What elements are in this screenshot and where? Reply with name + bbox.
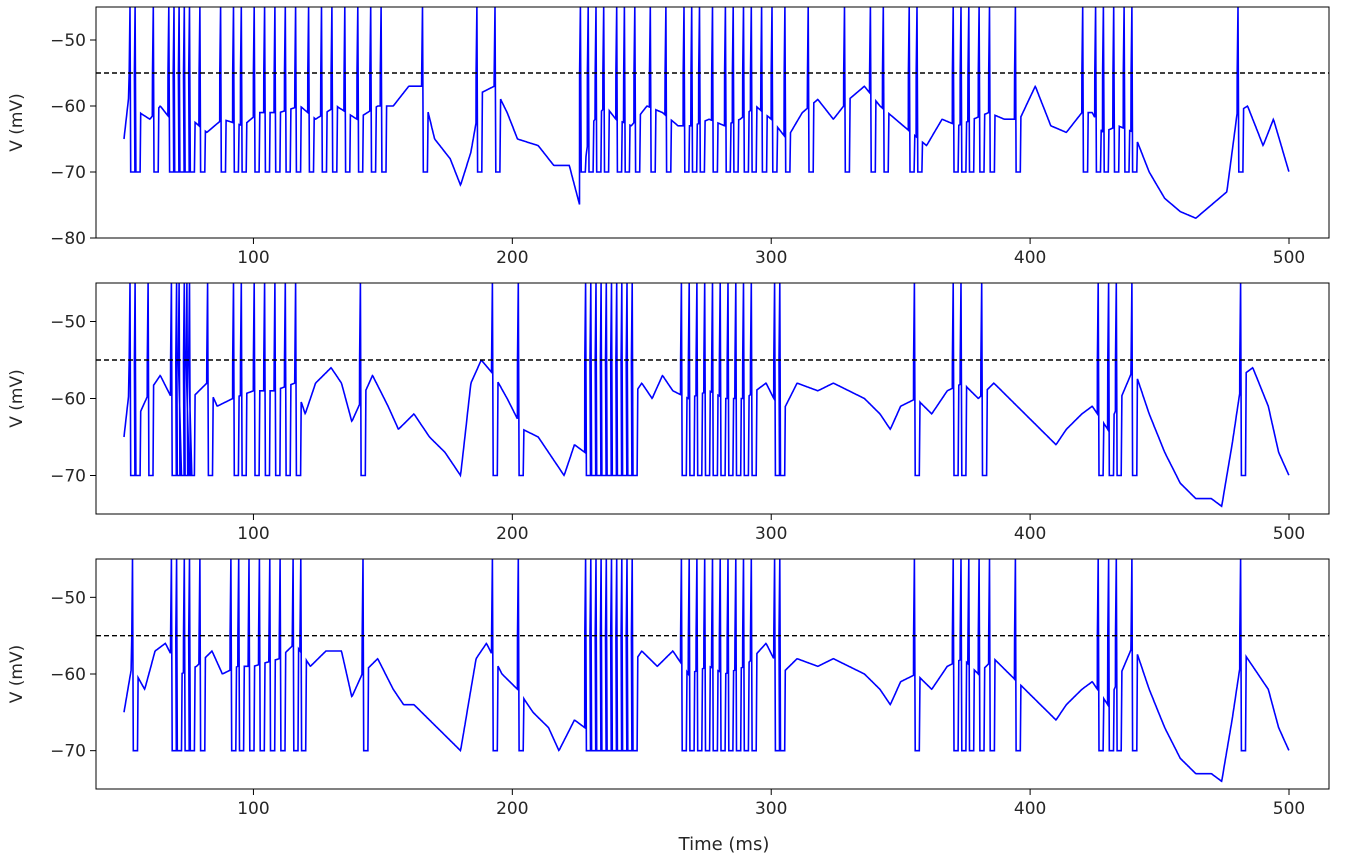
voltage-trace <box>123 282 1290 508</box>
x-tick-label: 100 <box>237 248 269 268</box>
y-tick-label: −80 <box>50 229 86 249</box>
x-tick-label: 200 <box>496 248 528 268</box>
axes-frame <box>95 6 1330 239</box>
y-axis-label: V (mV) <box>7 369 27 428</box>
y-tick-label: −60 <box>50 390 86 410</box>
y-tick-label: −70 <box>50 163 86 183</box>
x-tick-label: 100 <box>237 524 269 544</box>
y-tick-label: −50 <box>50 31 86 51</box>
panel-3: 100 200 300 400 500 −50 −60 −70 V (mV) <box>7 558 1330 819</box>
y-tick-label: −60 <box>50 97 86 117</box>
x-tick-label: 400 <box>1014 524 1046 544</box>
x-tick-label: 500 <box>1273 248 1305 268</box>
x-tick-label: 200 <box>496 524 528 544</box>
x-tick-label: 300 <box>755 524 787 544</box>
panel-2: 100 200 300 400 500 −50 −60 −70 V (mV) <box>7 282 1330 544</box>
x-tick-label: 300 <box>755 799 787 819</box>
voltage-trace <box>123 558 1290 783</box>
voltage-trace <box>123 6 1290 219</box>
x-axis-label: Time (ms) <box>678 834 770 855</box>
y-tick-label: −50 <box>50 588 86 608</box>
y-tick-label: −50 <box>50 313 86 333</box>
x-tick-label: 400 <box>1014 248 1046 268</box>
x-tick-label: 500 <box>1273 524 1305 544</box>
y-axis-label: V (mV) <box>7 93 27 152</box>
x-tick-label: 300 <box>755 248 787 268</box>
panels: 100 200 300 400 500 −50 −60 −70 −80 V (mV) 100 200 3… <box>7 6 1330 819</box>
x-tick-label: 100 <box>237 799 269 819</box>
x-tick-label: 400 <box>1014 799 1046 819</box>
y-tick-label: −70 <box>50 467 86 487</box>
y-tick-label: −70 <box>50 742 86 762</box>
x-tick-label: 500 <box>1273 799 1305 819</box>
panel-1: 100 200 300 400 500 −50 −60 −70 −80 V (mV) <box>7 6 1330 268</box>
y-tick-label: −60 <box>50 665 86 685</box>
x-tick-label: 200 <box>496 799 528 819</box>
y-axis-label: V (mV) <box>7 645 27 704</box>
